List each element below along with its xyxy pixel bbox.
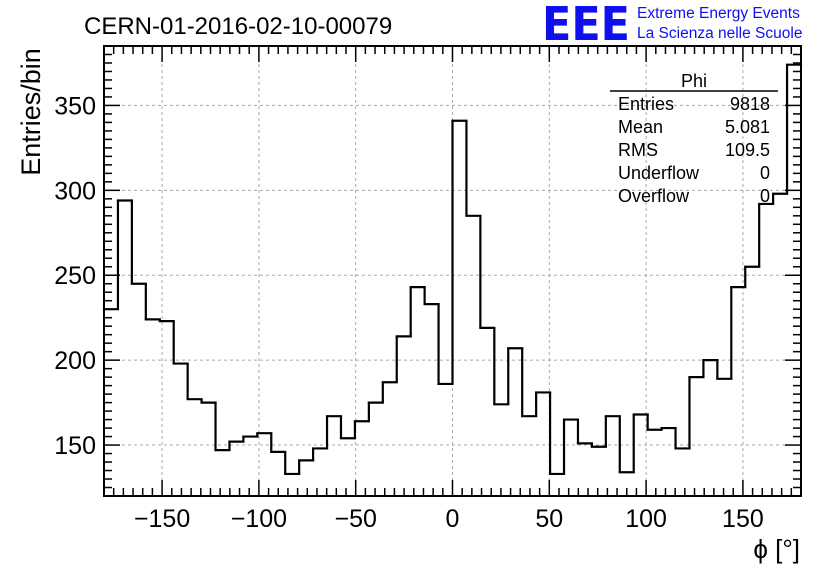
stats-label-overflow: Overflow bbox=[618, 186, 690, 206]
x-tick-label-3: 0 bbox=[446, 505, 460, 533]
x-tick-labels: −150 −100 −50 0 50 100 150 bbox=[134, 505, 764, 533]
stats-value-rms: 109.5 bbox=[725, 140, 770, 160]
stats-title: Phi bbox=[681, 71, 707, 91]
y-tick-label-2: 250 bbox=[54, 262, 96, 290]
x-tick-label-2: −50 bbox=[334, 505, 376, 533]
stats-label-mean: Mean bbox=[618, 117, 663, 137]
x-tick-label-1: −100 bbox=[231, 505, 287, 533]
x-tick-label-0: −150 bbox=[134, 505, 190, 533]
histogram-bins bbox=[102, 63, 803, 476]
y-tick-label-4: 350 bbox=[54, 92, 96, 120]
stats-value-underflow: 0 bbox=[760, 163, 770, 183]
stats-value-mean: 5.081 bbox=[725, 117, 770, 137]
x-axis-label: ϕ [°] bbox=[753, 534, 800, 564]
logo-line1: Extreme Energy Events bbox=[637, 5, 800, 22]
x-tick-label-5: 100 bbox=[625, 505, 667, 533]
y-tick-label-1: 200 bbox=[54, 347, 96, 375]
run-title: CERN-01-2016-02-10-00079 bbox=[84, 13, 392, 40]
x-tick-label-6: 150 bbox=[722, 505, 764, 533]
y-tick-labels: 150 200 250 300 350 bbox=[54, 92, 96, 460]
logo: EEE Extreme Energy Events La Scienza nel… bbox=[542, 0, 802, 51]
y-tick-label-0: 150 bbox=[54, 432, 96, 460]
stats-box: Phi Entries 9818 Mean 5.081 RMS 109.5 Un… bbox=[610, 71, 778, 206]
stats-value-entries: 9818 bbox=[730, 94, 770, 114]
stats-value-overflow: 0 bbox=[760, 186, 770, 206]
axis-ticks bbox=[104, 46, 801, 496]
y-tick-label-3: 300 bbox=[54, 177, 96, 205]
stats-label-rms: RMS bbox=[618, 140, 658, 160]
logo-mark: EEE bbox=[542, 0, 630, 51]
y-axis-label: Entries/bin bbox=[16, 48, 46, 176]
logo-line2: La Scienza nelle Scuole bbox=[637, 25, 802, 42]
stats-label-entries: Entries bbox=[618, 94, 674, 114]
x-tick-label-4: 50 bbox=[535, 505, 563, 533]
stats-label-underflow: Underflow bbox=[618, 163, 700, 183]
